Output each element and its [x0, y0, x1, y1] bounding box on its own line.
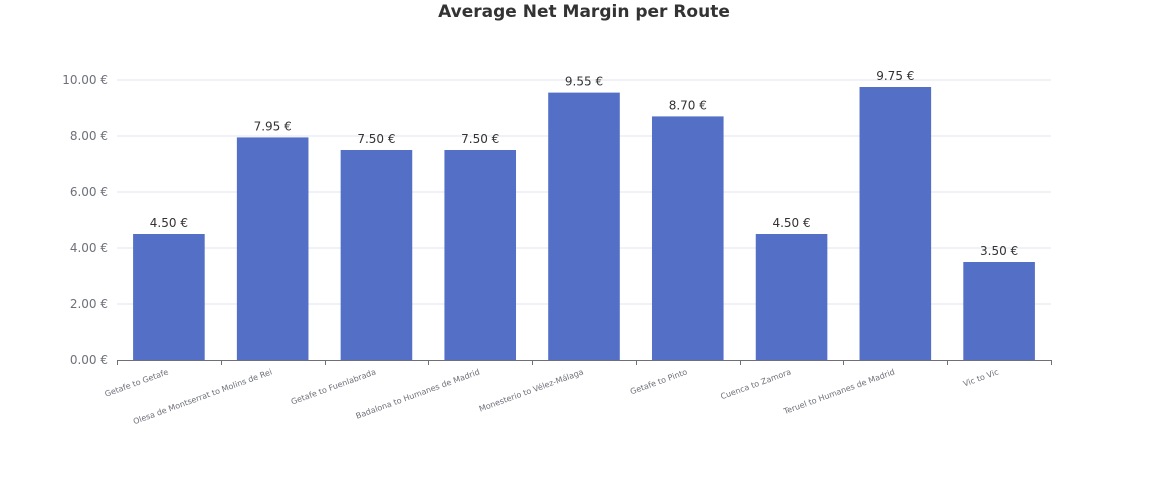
bar-value-label: 3.50 €: [980, 244, 1018, 258]
bar[interactable]: [236, 137, 309, 360]
bar-value-label: 9.55 €: [565, 75, 603, 89]
bar-value-label: 7.50 €: [461, 132, 499, 146]
axes: [117, 360, 1052, 365]
bar[interactable]: [548, 92, 620, 360]
bar[interactable]: [651, 116, 724, 361]
y-tick-label: 0.00 €: [70, 353, 108, 367]
bar-value-label: 4.50 €: [772, 216, 810, 230]
bar[interactable]: [444, 150, 517, 360]
x-category-label: Getafe to Getafe: [104, 367, 170, 398]
y-tick-label: 4.00 €: [70, 241, 108, 255]
y-tick-label: 8.00 €: [70, 129, 108, 143]
y-tick-label: 6.00 €: [70, 185, 108, 199]
bars: [133, 87, 1035, 361]
bar[interactable]: [755, 234, 828, 360]
chart-title: Average Net Margin per Route: [438, 2, 730, 22]
bar[interactable]: [340, 150, 413, 360]
x-category-label: Monesterio to Vélez-Málaga: [477, 366, 584, 413]
y-tick-label: 2.00 €: [70, 297, 108, 311]
bar-value-label: 9.75 €: [876, 69, 914, 83]
bar[interactable]: [133, 234, 205, 360]
x-category-label: Teruel to Humanes de Madrid: [782, 367, 897, 416]
x-category-label: Vic to Vic: [962, 367, 1000, 388]
bar-value-label: 4.50 €: [150, 216, 188, 230]
x-category-label: Getafe to Pinto: [629, 367, 689, 396]
bar-value-label: 7.95 €: [254, 119, 292, 133]
bar-value-label: 7.50 €: [357, 132, 395, 146]
x-category-label: Getafe to Fuenlabrada: [290, 367, 377, 406]
y-tick-label: 10.00 €: [62, 73, 108, 87]
bar-value-label: 8.70 €: [669, 98, 707, 112]
x-category-label: Cuenca to Zamora: [719, 367, 792, 401]
bar[interactable]: [859, 87, 932, 360]
bar[interactable]: [963, 262, 1035, 360]
